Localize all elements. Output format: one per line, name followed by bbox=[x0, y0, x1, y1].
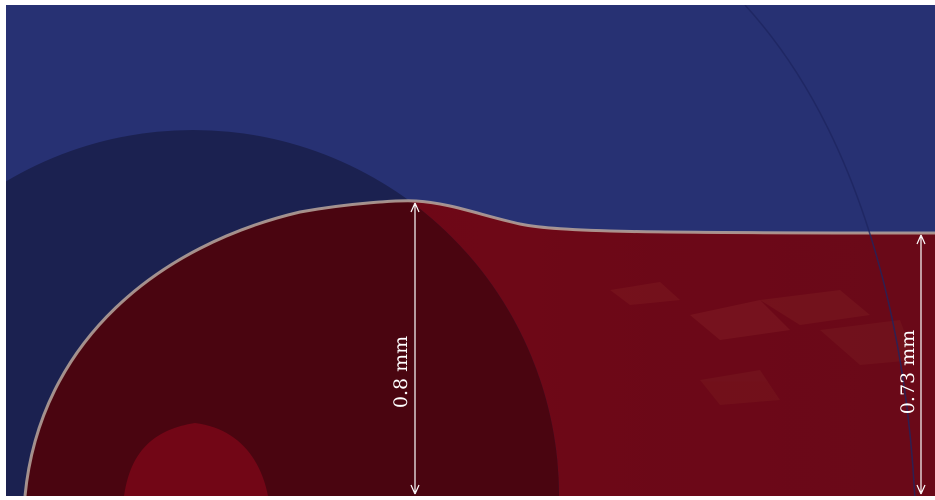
dimension-left-label: 0.8 mm bbox=[390, 336, 412, 408]
dimension-right-label: 0.73 mm bbox=[897, 330, 919, 414]
interface-line bbox=[23, 199, 935, 496]
lower-phase-texture bbox=[610, 282, 915, 405]
inner-particle bbox=[124, 423, 268, 496]
outer-arc bbox=[744, 5, 916, 496]
dimension-right-arrow-top bbox=[916, 234, 926, 245]
dimension-right-arrow-bottom bbox=[916, 484, 926, 495]
dimension-left-arrow-top bbox=[410, 202, 420, 213]
dimension-right: 0.73 mm bbox=[897, 234, 926, 495]
dimension-left: 0.8 mm bbox=[390, 202, 420, 495]
dimension-left-arrow-bottom bbox=[410, 484, 420, 495]
